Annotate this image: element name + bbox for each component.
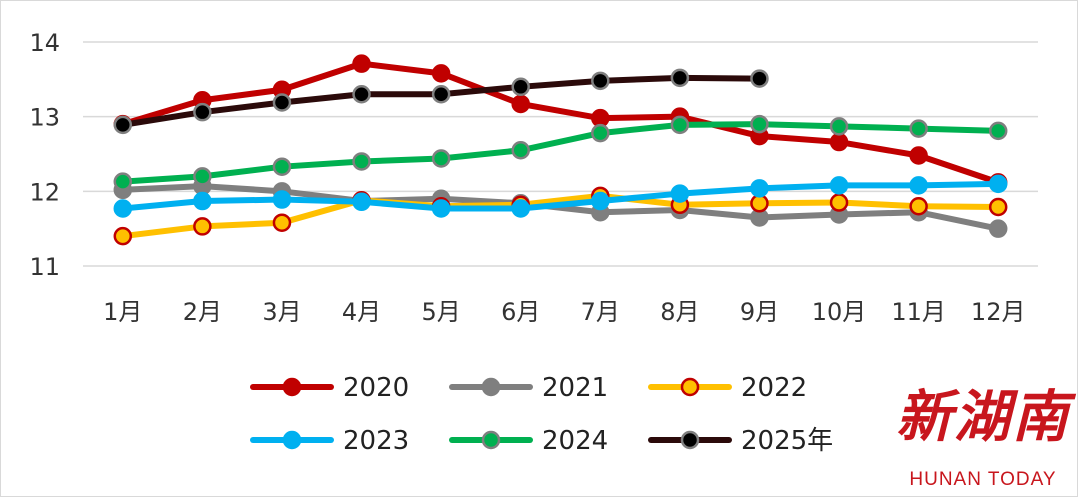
legend-label: 2020	[343, 373, 409, 403]
legend-swatch-marker	[680, 430, 700, 450]
data-point	[829, 117, 849, 136]
data-point	[352, 192, 371, 212]
legend-label: 2022	[741, 373, 807, 403]
legend-swatch-marker	[282, 377, 302, 397]
data-point	[670, 115, 690, 135]
legend-label: 2024	[542, 426, 608, 456]
data-point	[511, 199, 530, 218]
data-point	[511, 77, 530, 97]
hunan-today-logo: 新湖南 HUNAN TODAY	[893, 385, 1073, 495]
y-tick-label: 13	[29, 104, 60, 132]
x-tick-label: 4月	[342, 298, 381, 326]
legend-item: 2021	[449, 373, 608, 403]
legend-item: 2020	[250, 373, 409, 403]
x-axis: 1月 2月 3月 4月 5月 6月 7月 8月 9月 10月 11月 12月	[103, 298, 1025, 326]
legend-swatch-marker	[282, 430, 302, 450]
data-point	[113, 226, 133, 246]
legend-item: 2022	[648, 373, 807, 403]
data-point	[909, 176, 928, 195]
x-tick-label: 3月	[262, 298, 301, 326]
x-tick-label: 7月	[581, 298, 620, 326]
legend-item: 2025年	[648, 426, 833, 456]
data-point	[352, 54, 371, 73]
data-point	[193, 191, 212, 211]
data-point	[431, 85, 451, 104]
data-point	[909, 146, 928, 165]
data-point	[750, 69, 769, 88]
data-point	[272, 157, 292, 176]
data-point	[431, 149, 451, 168]
data-point	[431, 199, 451, 218]
data-point	[352, 152, 371, 171]
data-point	[272, 213, 292, 232]
data-point	[750, 179, 769, 198]
data-point	[988, 121, 1008, 141]
data-point	[909, 197, 928, 216]
logo-english-text: HUNAN TODAY	[909, 469, 1057, 490]
data-point	[829, 132, 849, 152]
x-tick-label: 5月	[421, 298, 460, 326]
data-point	[829, 176, 849, 195]
y-tick-label: 14	[29, 29, 60, 57]
legend-swatch-marker	[481, 377, 501, 397]
legend-label: 2021	[542, 373, 608, 403]
data-point	[909, 119, 928, 138]
legend-swatch-marker	[680, 377, 700, 397]
data-point	[591, 71, 610, 91]
data-point	[670, 68, 690, 88]
series-line	[119, 192, 1002, 240]
data-point	[988, 197, 1008, 217]
x-tick-label: 11月	[891, 298, 946, 326]
series-line	[119, 60, 1002, 186]
series-line	[119, 180, 1002, 212]
x-tick-label: 6月	[501, 298, 540, 326]
data-point	[988, 219, 1008, 238]
series-2023	[113, 174, 1008, 218]
legend-item: 2024	[449, 426, 608, 456]
logo-chinese-text: 新湖南	[896, 384, 1070, 450]
data-point	[750, 114, 769, 134]
data-point	[193, 217, 212, 236]
data-point	[113, 172, 133, 191]
data-point	[113, 199, 133, 218]
legend-label: 2025年	[741, 426, 833, 456]
data-point	[113, 115, 133, 135]
data-point	[988, 174, 1008, 194]
data-point	[670, 184, 690, 203]
x-tick-label: 12月	[971, 298, 1026, 326]
data-point	[511, 141, 530, 160]
x-tick-label: 9月	[740, 298, 779, 326]
x-tick-label: 8月	[660, 298, 699, 326]
series-lines	[113, 54, 1008, 246]
legend: 2020 2021 2022 2023 2024 2025年	[250, 373, 833, 456]
data-point	[431, 64, 451, 83]
legend-label: 2023	[343, 426, 409, 456]
series-2024	[113, 114, 1008, 191]
data-point	[591, 191, 610, 211]
data-point	[750, 194, 769, 213]
data-point	[272, 93, 292, 112]
x-tick-label: 10月	[812, 298, 867, 326]
y-axis: 11 12 13 14	[29, 29, 60, 281]
series-2025年	[113, 68, 769, 135]
legend-swatch-marker	[481, 430, 501, 450]
data-point	[591, 123, 610, 143]
y-tick-label: 12	[29, 178, 60, 206]
data-point	[193, 102, 212, 122]
data-point	[193, 167, 212, 186]
data-point	[272, 190, 292, 209]
x-tick-label: 1月	[103, 298, 142, 326]
data-point	[829, 193, 849, 212]
x-tick-label: 2月	[183, 298, 222, 326]
data-point	[352, 85, 371, 104]
data-point	[511, 94, 530, 114]
series-line	[119, 121, 1002, 185]
y-tick-label: 11	[29, 253, 60, 281]
data-point	[591, 108, 610, 128]
legend-item: 2023	[250, 426, 409, 456]
